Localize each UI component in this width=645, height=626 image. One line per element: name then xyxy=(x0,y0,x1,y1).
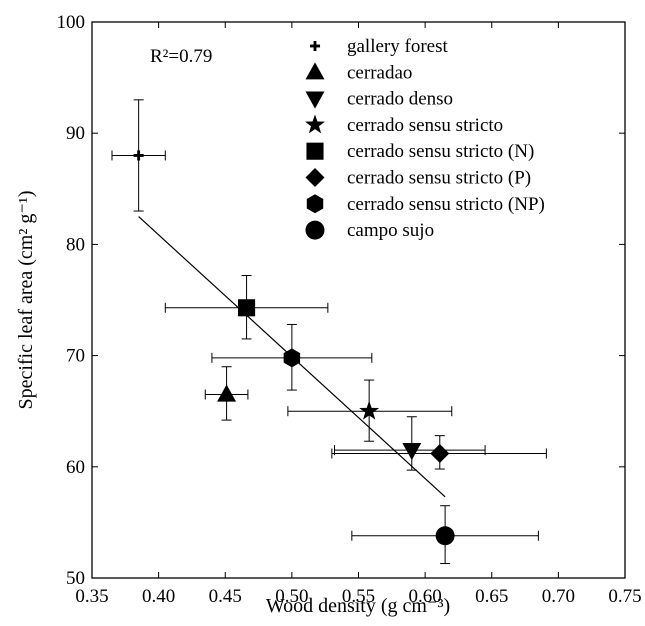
y-tick-label: 100 xyxy=(57,12,86,33)
legend-marker xyxy=(306,142,324,160)
x-tick-label: 0.55 xyxy=(342,586,375,607)
legend-label: campo sujo xyxy=(347,220,434,241)
y-axis-title: Specific leaf area (cm² g⁻¹) xyxy=(15,190,37,409)
y-tick-label: 90 xyxy=(66,123,85,144)
legend-marker xyxy=(306,194,324,214)
point-marker xyxy=(133,150,144,161)
legend-marker xyxy=(305,91,325,109)
legend-item: cerrado sensu stricto (NP) xyxy=(306,194,545,215)
x-tick-label: 0.75 xyxy=(608,586,641,607)
y-tick-label: 80 xyxy=(66,234,85,255)
x-tick-label: 0.70 xyxy=(542,586,575,607)
x-tick-label: 0.40 xyxy=(142,586,175,607)
y-tick-label: 50 xyxy=(66,568,85,589)
data-point xyxy=(351,505,539,565)
point-marker xyxy=(430,443,450,463)
data-point xyxy=(164,275,329,340)
axis-ticks: 0.35 0.40 0.45 0.50 0.55 0.60 0.65 0.70 0.75 50 60… xyxy=(57,12,642,607)
point-marker xyxy=(402,442,422,461)
point-marker xyxy=(238,299,256,317)
x-axis-title: Wood density (g cm⁻³) xyxy=(266,595,450,617)
point-marker xyxy=(435,526,455,546)
legend-item: gallery forest xyxy=(309,36,448,57)
legend-label: gallery forest xyxy=(347,36,448,57)
x-tick-label: 0.45 xyxy=(209,586,242,607)
data-points xyxy=(111,99,547,565)
legend-item: cerrado denso xyxy=(305,89,453,110)
legend-label: cerrado sensu stricto (P) xyxy=(347,168,531,189)
x-tick-label: 0.35 xyxy=(75,586,108,607)
y-tick-label: 70 xyxy=(66,346,85,367)
legend-marker xyxy=(305,220,325,240)
r-squared-annotation: R²=0.79 xyxy=(150,46,212,67)
data-point xyxy=(204,366,249,421)
point-marker-v xyxy=(137,150,141,161)
legend-item: cerradao xyxy=(305,62,412,83)
data-point xyxy=(211,323,373,391)
legend-item: cerrado sensu stricto (N) xyxy=(306,141,534,162)
y-tick-label: 60 xyxy=(66,457,85,478)
legend-item: campo sujo xyxy=(305,220,434,241)
data-point xyxy=(111,99,166,212)
legend-label: cerradao xyxy=(347,62,412,83)
legend-label: cerrado sensu stricto (N) xyxy=(347,141,534,162)
legend-item: cerrado sensu stricto (P) xyxy=(305,168,531,189)
point-marker xyxy=(283,348,301,368)
legend: gallery forest cerradao cerrado denso cerra… xyxy=(305,36,545,241)
legend-item: cerrado sensu stricto xyxy=(305,114,503,136)
legend-marker xyxy=(305,114,325,134)
legend-marker xyxy=(305,168,325,187)
x-tick-label: 0.60 xyxy=(409,586,442,607)
legend-marker-v xyxy=(313,40,317,52)
data-point xyxy=(331,435,547,470)
point-marker xyxy=(359,400,380,420)
legend-label: cerrado sensu stricto xyxy=(347,115,503,136)
point-marker xyxy=(217,384,237,402)
x-tick-label: 0.50 xyxy=(275,586,308,607)
legend-label: cerrado sensu stricto (NP) xyxy=(347,194,545,215)
data-point xyxy=(287,379,453,442)
legend-marker xyxy=(309,40,321,52)
legend-label: cerrado denso xyxy=(347,89,453,110)
legend-marker xyxy=(305,62,325,80)
x-tick-label: 0.65 xyxy=(475,586,508,607)
data-point xyxy=(334,416,486,471)
